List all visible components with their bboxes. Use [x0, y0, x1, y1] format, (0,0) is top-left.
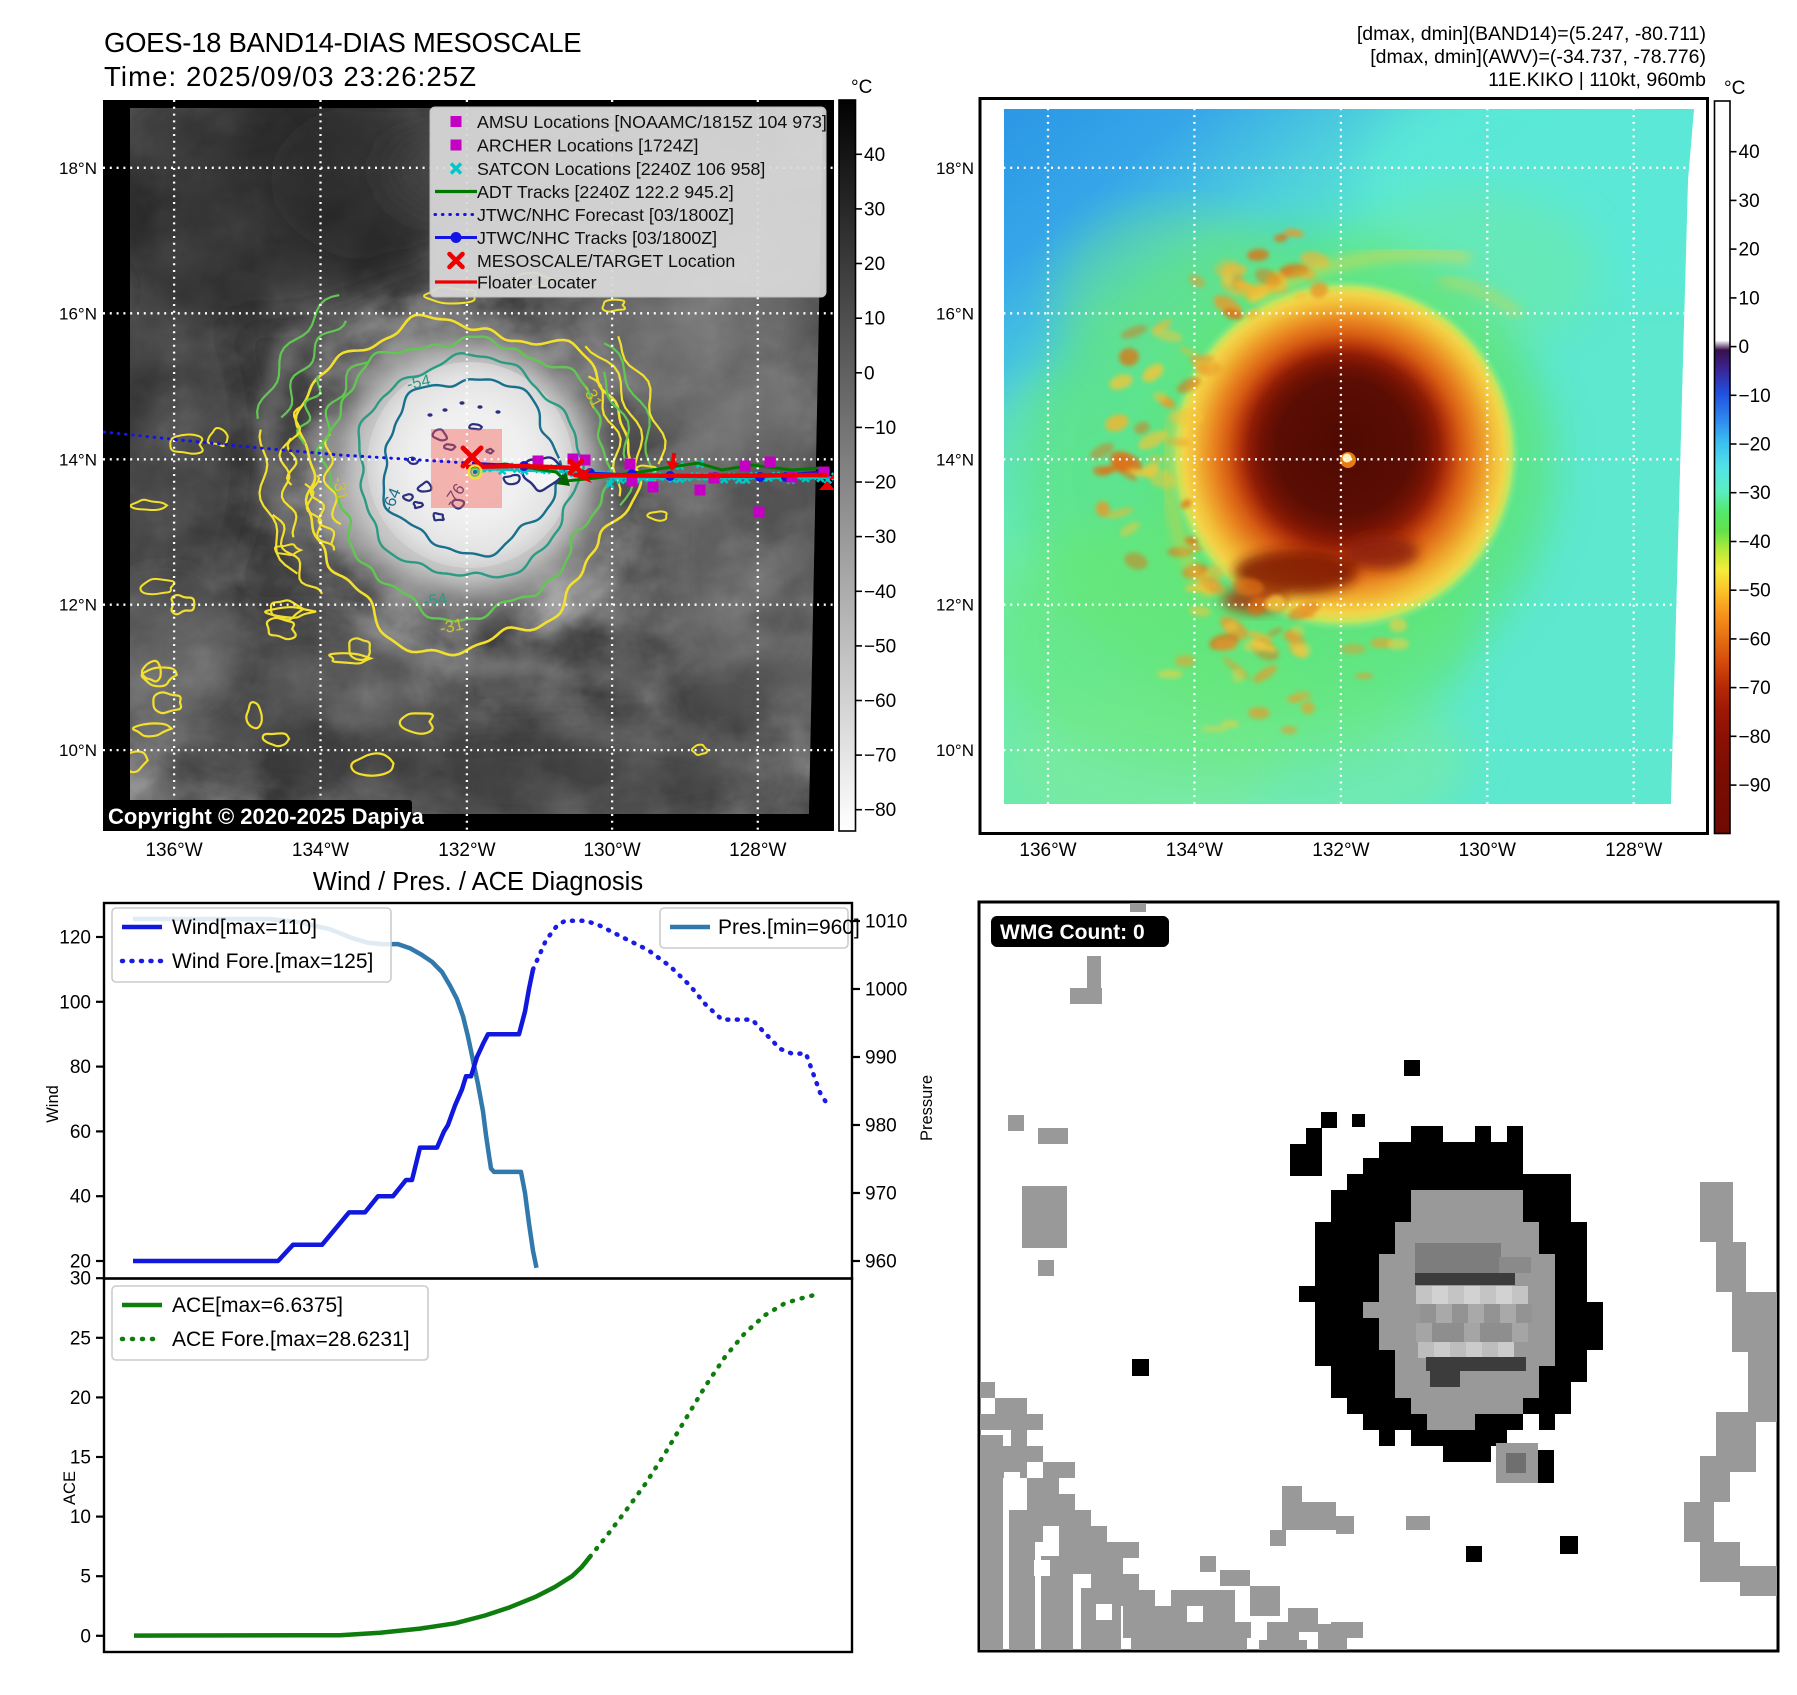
svg-text:10: 10 — [864, 309, 885, 330]
svg-text:−40: −40 — [864, 582, 896, 603]
svg-text:10: 10 — [1739, 288, 1760, 309]
svg-text:ADT Tracks [2240Z 122.2 945.2]: ADT Tracks [2240Z 122.2 945.2] — [477, 182, 734, 202]
svg-text:−20: −20 — [864, 473, 896, 494]
svg-text:80: 80 — [70, 1057, 91, 1078]
svg-text:°C: °C — [851, 77, 872, 98]
svg-text:−60: −60 — [1739, 629, 1771, 650]
svg-text:Wind[max=110]: Wind[max=110] — [172, 916, 317, 939]
svg-text:−80: −80 — [1739, 727, 1771, 748]
svg-text:JTWC/NHC Forecast [03/1800Z]: JTWC/NHC Forecast [03/1800Z] — [477, 205, 734, 225]
svg-text:16°N: 16°N — [936, 304, 974, 323]
svg-text:40: 40 — [1739, 142, 1760, 163]
svg-text:-31: -31 — [438, 615, 465, 638]
svg-text:−50: −50 — [1739, 581, 1771, 602]
svg-text:100: 100 — [59, 992, 91, 1013]
svg-text:128°W: 128°W — [1605, 840, 1662, 861]
svg-text:1010: 1010 — [865, 912, 907, 933]
svg-text:Wind: Wind — [44, 1085, 62, 1123]
svg-text:1000: 1000 — [865, 980, 907, 1001]
svg-text:Wind Fore.[max=125]: Wind Fore.[max=125] — [172, 950, 373, 973]
svg-text:40: 40 — [864, 145, 885, 166]
svg-text:ACE[max=6.6375]: ACE[max=6.6375] — [172, 1294, 343, 1317]
svg-text:−30: −30 — [1739, 483, 1771, 504]
svg-text:−40: −40 — [1739, 532, 1771, 553]
svg-text:132°W: 132°W — [1312, 840, 1369, 861]
svg-text:11E.KIKO | 110kt, 960mb: 11E.KIKO | 110kt, 960mb — [1488, 69, 1706, 91]
svg-text:10: 10 — [70, 1507, 91, 1528]
svg-text:10°N: 10°N — [59, 741, 97, 760]
svg-text:0: 0 — [864, 363, 875, 384]
svg-text:10°N: 10°N — [936, 741, 974, 760]
svg-text:-31: -31 — [329, 476, 351, 503]
svg-text:12°N: 12°N — [936, 596, 974, 615]
svg-text:−80: −80 — [864, 800, 896, 821]
svg-text:5: 5 — [80, 1567, 91, 1588]
svg-text:[dmax, dmin](AWV)=(-34.737, -7: [dmax, dmin](AWV)=(-34.737, -78.776) — [1370, 46, 1706, 68]
svg-text:60: 60 — [70, 1122, 91, 1143]
svg-text:-54: -54 — [422, 590, 448, 611]
svg-text:20: 20 — [864, 254, 885, 275]
svg-text:WMG Count: 0: WMG Count: 0 — [1000, 921, 1145, 944]
svg-text:16°N: 16°N — [59, 304, 97, 323]
svg-text:−20: −20 — [1739, 435, 1771, 456]
svg-text:JTWC/NHC Tracks [03/1800Z]: JTWC/NHC Tracks [03/1800Z] — [477, 228, 717, 248]
svg-text:12°N: 12°N — [59, 596, 97, 615]
svg-text:−50: −50 — [864, 636, 896, 657]
svg-text:136°W: 136°W — [1019, 840, 1076, 861]
svg-text:128°W: 128°W — [729, 840, 786, 861]
svg-text:−30: −30 — [864, 527, 896, 548]
svg-text:120: 120 — [59, 928, 91, 949]
svg-text:970: 970 — [865, 1184, 897, 1205]
svg-text:−70: −70 — [864, 746, 896, 767]
svg-text:980: 980 — [865, 1116, 897, 1137]
svg-text:AMSU Locations [NOAAMC/1815Z 1: AMSU Locations [NOAAMC/1815Z 104 973] — [477, 112, 827, 132]
svg-text:-54: -54 — [405, 371, 432, 394]
svg-text:14°N: 14°N — [59, 450, 97, 469]
svg-text:ACE: ACE — [61, 1471, 79, 1505]
svg-text:134°W: 134°W — [1166, 840, 1223, 861]
svg-text:−70: −70 — [1739, 678, 1771, 699]
svg-text:990: 990 — [865, 1048, 897, 1069]
svg-text:30: 30 — [70, 1269, 91, 1290]
svg-text:30: 30 — [864, 199, 885, 220]
svg-text:°C: °C — [1724, 78, 1745, 99]
svg-text:MESOSCALE/TARGET Location: MESOSCALE/TARGET Location — [477, 251, 735, 271]
svg-text:ACE Fore.[max=28.6231]: ACE Fore.[max=28.6231] — [172, 1328, 410, 1351]
svg-text:960: 960 — [865, 1252, 897, 1273]
svg-text:18°N: 18°N — [936, 159, 974, 178]
svg-text:130°W: 130°W — [1459, 840, 1516, 861]
svg-text:0: 0 — [80, 1626, 91, 1647]
svg-text:132°W: 132°W — [438, 840, 495, 861]
svg-text:18°N: 18°N — [59, 159, 97, 178]
svg-text:−60: −60 — [864, 691, 896, 712]
svg-text:0: 0 — [1739, 337, 1750, 358]
svg-text:30: 30 — [1739, 191, 1760, 212]
svg-text:[dmax, dmin](BAND14)=(5.247, -: [dmax, dmin](BAND14)=(5.247, -80.711) — [1357, 23, 1706, 45]
svg-text:15: 15 — [70, 1448, 91, 1469]
svg-text:25: 25 — [70, 1328, 91, 1349]
svg-text:20: 20 — [70, 1388, 91, 1409]
svg-text:20: 20 — [70, 1252, 91, 1273]
svg-text:Pres.[min=960]: Pres.[min=960] — [718, 916, 860, 939]
svg-text:Copyright © 2020-2025 Dapiya: Copyright © 2020-2025 Dapiya — [108, 804, 425, 829]
svg-text:SATCON Locations [2240Z 106 95: SATCON Locations [2240Z 106 958] — [477, 159, 765, 179]
svg-text:GOES-18 BAND14-DIAS MESOSCALE: GOES-18 BAND14-DIAS MESOSCALE — [104, 27, 581, 58]
svg-text:Floater Locater: Floater Locater — [477, 273, 597, 293]
svg-text:Wind / Pres. / ACE Diagnosis: Wind / Pres. / ACE Diagnosis — [313, 868, 643, 896]
svg-text:20: 20 — [1739, 240, 1760, 261]
svg-text:−90: −90 — [1739, 776, 1771, 797]
svg-text:40: 40 — [70, 1187, 91, 1208]
svg-text:−10: −10 — [1739, 386, 1771, 407]
svg-text:Time: 2025/09/03 23:26:25Z: Time: 2025/09/03 23:26:25Z — [104, 61, 477, 92]
svg-text:14°N: 14°N — [936, 450, 974, 469]
svg-text:ARCHER Locations [1724Z]: ARCHER Locations [1724Z] — [477, 136, 698, 156]
svg-text:Pressure: Pressure — [918, 1075, 936, 1141]
svg-text:134°W: 134°W — [292, 840, 349, 861]
svg-text:−10: −10 — [864, 418, 896, 439]
svg-text:130°W: 130°W — [583, 840, 640, 861]
svg-text:136°W: 136°W — [145, 840, 202, 861]
